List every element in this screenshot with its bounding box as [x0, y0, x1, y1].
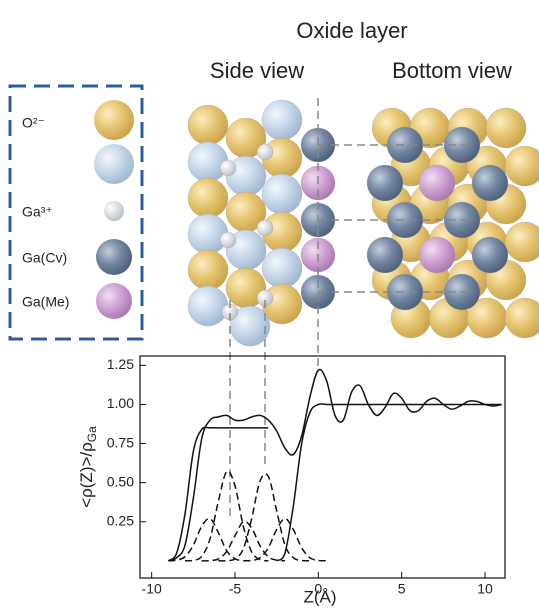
series-line: [276, 403, 502, 562]
y-tick-label: 1.00: [107, 395, 134, 411]
series-line: [218, 473, 311, 562]
atom: [219, 159, 237, 177]
x-axis-label: Z(Å): [303, 587, 336, 606]
atom: [471, 236, 509, 274]
atom: [471, 164, 509, 202]
legend-label: O²⁻: [22, 115, 45, 131]
series-line: [168, 517, 244, 562]
atom: [418, 164, 456, 202]
atom: [256, 143, 274, 161]
panel-title: Side view: [210, 58, 304, 83]
legend-atom: [104, 201, 124, 221]
atom: [187, 213, 229, 255]
legend-atom: [96, 283, 132, 319]
legend-label: Ga(Me): [22, 294, 69, 310]
atom: [418, 236, 456, 274]
legend-atom: [94, 144, 134, 184]
x-tick-label: 10: [477, 581, 493, 597]
atom: [187, 249, 229, 291]
atom: [504, 221, 539, 263]
atom: [187, 285, 229, 327]
x-tick-label: 5: [398, 581, 406, 597]
atom: [187, 177, 229, 219]
legend-label: Ga³⁺: [22, 204, 53, 220]
atom: [187, 104, 229, 146]
legend-atom: [94, 100, 134, 140]
diagram-title: Oxide layer: [296, 18, 407, 43]
atom: [261, 99, 303, 141]
atom: [261, 173, 303, 215]
y-tick-label: 0.50: [107, 473, 134, 489]
atom: [386, 201, 424, 239]
panel-title: Bottom view: [392, 58, 512, 83]
series-line: [201, 520, 286, 562]
x-tick-label: -10: [142, 581, 162, 597]
y-axis-label-main: <ρ(Z)>/ρ: [77, 442, 96, 508]
x-tick-label: 0: [314, 581, 322, 597]
series-line: [167, 426, 269, 562]
atom: [504, 297, 539, 339]
y-axis-label-sub: Ga: [85, 426, 99, 442]
atom-structure: [187, 99, 539, 347]
y-tick-label: 1.25: [107, 356, 134, 372]
y-tick-label: 0.25: [107, 512, 134, 528]
atom: [219, 231, 237, 249]
plot-frame: [139, 355, 506, 579]
atom: [485, 107, 527, 149]
atom: [366, 164, 404, 202]
atom: [366, 236, 404, 274]
x-tick-label: -5: [229, 581, 242, 597]
legend-atom: [96, 239, 132, 275]
series-line: [184, 470, 269, 562]
plot: -10 -5 0 5 10 0.25 0.50 0.75 1.00 1.25: [107, 355, 506, 597]
atom: [261, 247, 303, 289]
y-tick-label: 0.75: [107, 434, 134, 450]
atom: [187, 141, 229, 183]
series-line: [168, 368, 502, 562]
y-axis-label: <ρ(Z)>/ρGa: [77, 426, 99, 508]
series-line: [243, 517, 327, 562]
atom: [386, 126, 424, 164]
guide-lines: [229, 98, 470, 520]
legend-label: Ga(Cv): [22, 250, 67, 266]
atom: [386, 273, 424, 311]
atom: [256, 219, 274, 237]
atom: [504, 145, 539, 187]
